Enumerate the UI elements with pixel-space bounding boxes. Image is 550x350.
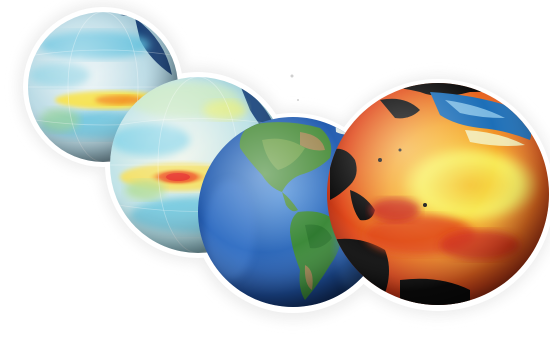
speckles xyxy=(290,74,299,101)
globe-sea-surface-temperature xyxy=(327,83,549,305)
